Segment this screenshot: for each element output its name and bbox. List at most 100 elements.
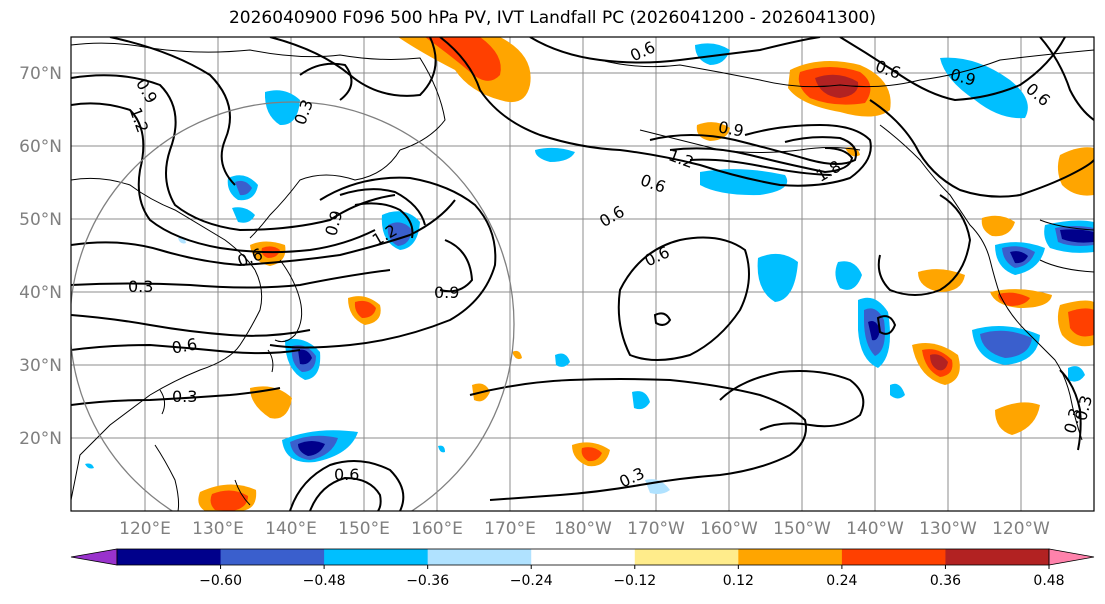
contour-line [289, 460, 405, 511]
contour-line [877, 194, 972, 296]
contour-line [299, 62, 353, 101]
colorbar-tick-label: −0.60 [199, 573, 242, 589]
pos-anomaly-ne-pacific-1 [918, 269, 965, 292]
colorbar-tick-label: 0.36 [930, 573, 961, 589]
plot-title: 2026040900 F096 500 hPa PV, IVT Landfall… [228, 8, 876, 28]
reference-circle [71, 101, 515, 511]
pos-anomaly-hawaii-ne [995, 402, 1040, 435]
pos-anomaly-central-pacific-core [581, 447, 602, 462]
lon-label: 130°W [919, 519, 977, 539]
pos-anomaly-kamchatka-north [398, 37, 531, 103]
contour-line [109, 37, 236, 186]
colorbar-segment [841, 549, 946, 565]
contour-line [71, 102, 376, 254]
colorbar-tick-label: 0.24 [826, 573, 857, 589]
contour-line [669, 147, 854, 174]
colorbar-segment [220, 549, 325, 565]
neg-anomaly-mexico [1068, 366, 1085, 382]
neg-anomaly-philippine-small [438, 445, 445, 453]
neg-anomaly-sw-small [85, 463, 94, 469]
colorbar-segment [324, 549, 429, 565]
neg-anomaly-ne-pacific-1 [835, 261, 862, 290]
pos-anomaly-bc [981, 215, 1015, 237]
colorbar-tick-label: −0.48 [303, 573, 346, 589]
lon-label: 170°W [627, 519, 685, 539]
colorbar-segment [427, 549, 532, 565]
contour-line [269, 176, 497, 349]
contour-label: 0.9 [717, 117, 745, 140]
neg-anomaly-ne-pacific-small [890, 383, 905, 399]
neg-anomaly-arctic [940, 57, 1028, 119]
lon-label: 180°W [554, 519, 612, 539]
colorbar-tick-label: −0.12 [613, 573, 656, 589]
contour-line [1059, 369, 1082, 451]
contour-line [71, 314, 311, 337]
neg-anomaly-ne-pacific-2-max [868, 321, 880, 341]
contour-line [71, 74, 396, 232]
pos-anomaly-alaska-max [815, 74, 859, 98]
pos-anomaly-south-china-sea-core [210, 490, 248, 511]
colorbar-tick-label: 0.48 [1033, 573, 1064, 589]
contour-line [71, 269, 391, 289]
lon-label: 140°E [265, 519, 317, 539]
contour-line [469, 378, 807, 501]
contour-line [269, 37, 437, 97]
colorbar-segment [634, 549, 739, 565]
contour-line [649, 134, 857, 165]
pos-anomaly-ne-pacific-2-max [930, 354, 948, 371]
neg-anomaly-central-small-1 [555, 353, 570, 367]
neg-anomaly-sakhalin [232, 207, 255, 223]
pos-anomaly-philippine-sea [250, 386, 292, 419]
contour-label: 0.9 [434, 283, 459, 302]
neg-anomaly-california-core [980, 330, 1032, 358]
neg-anomaly-aleutian [700, 169, 788, 196]
neg-anomaly-central-east [757, 253, 798, 302]
contour-line [839, 37, 1066, 102]
lat-label-20n: 20°N [19, 429, 62, 449]
colorbar-tick-label: −0.36 [406, 573, 449, 589]
lon-label: 160°E [411, 519, 463, 539]
neg-anomaly-oregon-max [1010, 251, 1028, 264]
colorbar-extend-min [70, 548, 118, 566]
pos-anomaly-mid-pacific-tiny [512, 350, 522, 360]
lat-label-50n: 50°N [19, 210, 62, 230]
contour-label: 0.6 [170, 334, 198, 357]
pv-contours [71, 37, 1094, 511]
neg-anomaly-aleutian-small [535, 147, 575, 162]
colorbar-tick-label: −0.24 [510, 573, 553, 589]
neg-anomaly-siberia [264, 90, 300, 126]
colorbar-segment [117, 549, 222, 565]
contour-line [354, 202, 414, 239]
colorbar-segment [531, 549, 636, 565]
lon-label: 160°W [700, 519, 758, 539]
lon-label: 170°E [484, 519, 536, 539]
pos-anomaly-baja-core [1068, 308, 1094, 337]
colorbar-segment [945, 549, 1050, 565]
lat-label-60n: 60°N [19, 137, 62, 157]
lon-label: 150°E [338, 519, 390, 539]
contour-line [71, 343, 301, 355]
lat-label-40n: 40°N [19, 283, 62, 303]
contour-line [309, 476, 382, 511]
lon-label: 130°E [192, 519, 244, 539]
contour-line [529, 37, 821, 64]
neg-anomaly-japan-max [298, 349, 312, 365]
colorbar: −0.60 −0.48 −0.36 −0.24 −0.12 0.12 0.24 0.36 0.4… [70, 548, 1095, 589]
colorbar-tick-label: 0.12 [723, 573, 754, 589]
contour-line [439, 37, 872, 187]
pos-anomaly-nw-pacific-core [354, 300, 376, 318]
contour-line [1039, 37, 1094, 121]
contour-label: 0.3 [128, 277, 153, 296]
lon-label: 140°W [846, 519, 904, 539]
neg-anomaly-okhotsk-core [235, 180, 252, 196]
longitude-labels: 120°E 130°E 140°E 150°E 160°E 170°E 180°… [119, 519, 1050, 539]
pos-anomaly-ca-coast-core [998, 292, 1030, 306]
colorbar-outline [116, 548, 1050, 566]
colorbar-extend-max [1048, 548, 1095, 566]
lat-label-30n: 30°N [19, 356, 62, 376]
contour-line [339, 188, 426, 226]
neg-anomaly-washington-max [1060, 229, 1094, 243]
contour-label: 0.3 [172, 387, 197, 406]
contour-line [719, 370, 865, 431]
lat-label-70n: 70°N [19, 64, 62, 84]
